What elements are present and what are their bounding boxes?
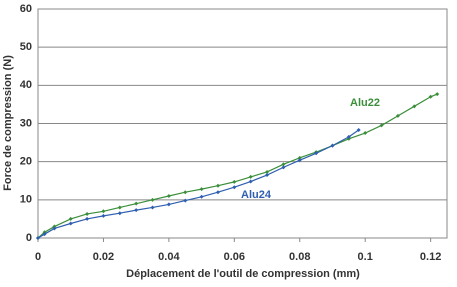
plot-border: [37, 8, 448, 239]
y-tick-label: 30: [20, 117, 32, 129]
point: [379, 123, 384, 128]
point: [134, 201, 139, 206]
y-tick-label: 20: [20, 156, 32, 168]
series-label: Alu24: [241, 189, 272, 201]
series-line: [37, 129, 360, 239]
point: [232, 179, 237, 184]
point: [68, 216, 73, 221]
point: [281, 162, 286, 167]
point: [101, 209, 106, 214]
point: [215, 190, 220, 195]
point: [356, 127, 361, 132]
point: [52, 226, 57, 231]
point: [265, 169, 270, 174]
y-axis-label: Force de compression (N): [2, 55, 14, 191]
x-tick-label: 0.1: [358, 251, 373, 263]
point: [150, 197, 155, 202]
point: [36, 236, 40, 240]
point: [183, 190, 188, 195]
point: [330, 143, 335, 148]
x-tick-label: 0: [35, 251, 41, 263]
point: [134, 208, 139, 213]
point: [199, 194, 204, 199]
point: [215, 183, 220, 188]
x-tick-label: 0.08: [289, 251, 310, 263]
point: [117, 205, 122, 210]
point: [248, 179, 253, 184]
y-tick-label: 0: [26, 232, 32, 244]
x-axis-label: Déplacement de l'outil de compression (m…: [126, 268, 360, 280]
point: [166, 202, 171, 207]
x-tick-label: 0.06: [224, 251, 245, 263]
point: [166, 194, 171, 199]
point: [85, 216, 90, 221]
point: [428, 94, 433, 99]
point: [265, 173, 270, 178]
point: [42, 232, 47, 237]
point: [346, 134, 351, 139]
point: [232, 185, 237, 190]
x-tick-label: 0.04: [158, 251, 180, 263]
y-tick-label: 60: [20, 3, 32, 15]
point: [412, 104, 417, 109]
point: [68, 221, 73, 226]
point: [395, 113, 400, 118]
x-tick-label: 0.02: [93, 251, 114, 263]
point: [297, 155, 302, 160]
point: [85, 211, 90, 216]
x-tick-label: 0.12: [420, 251, 441, 263]
point: [363, 131, 368, 136]
y-tick-label: 50: [20, 41, 32, 53]
y-tick-label: 40: [20, 79, 32, 91]
y-tick-label: 10: [20, 194, 32, 206]
point: [281, 165, 286, 170]
point: [117, 211, 122, 216]
point: [199, 187, 204, 192]
point: [297, 158, 302, 163]
point: [183, 198, 188, 203]
point: [435, 92, 440, 97]
point: [314, 151, 319, 156]
point: [101, 213, 106, 218]
point: [150, 205, 155, 210]
point: [248, 174, 253, 179]
series-label: Alu22: [350, 97, 380, 109]
